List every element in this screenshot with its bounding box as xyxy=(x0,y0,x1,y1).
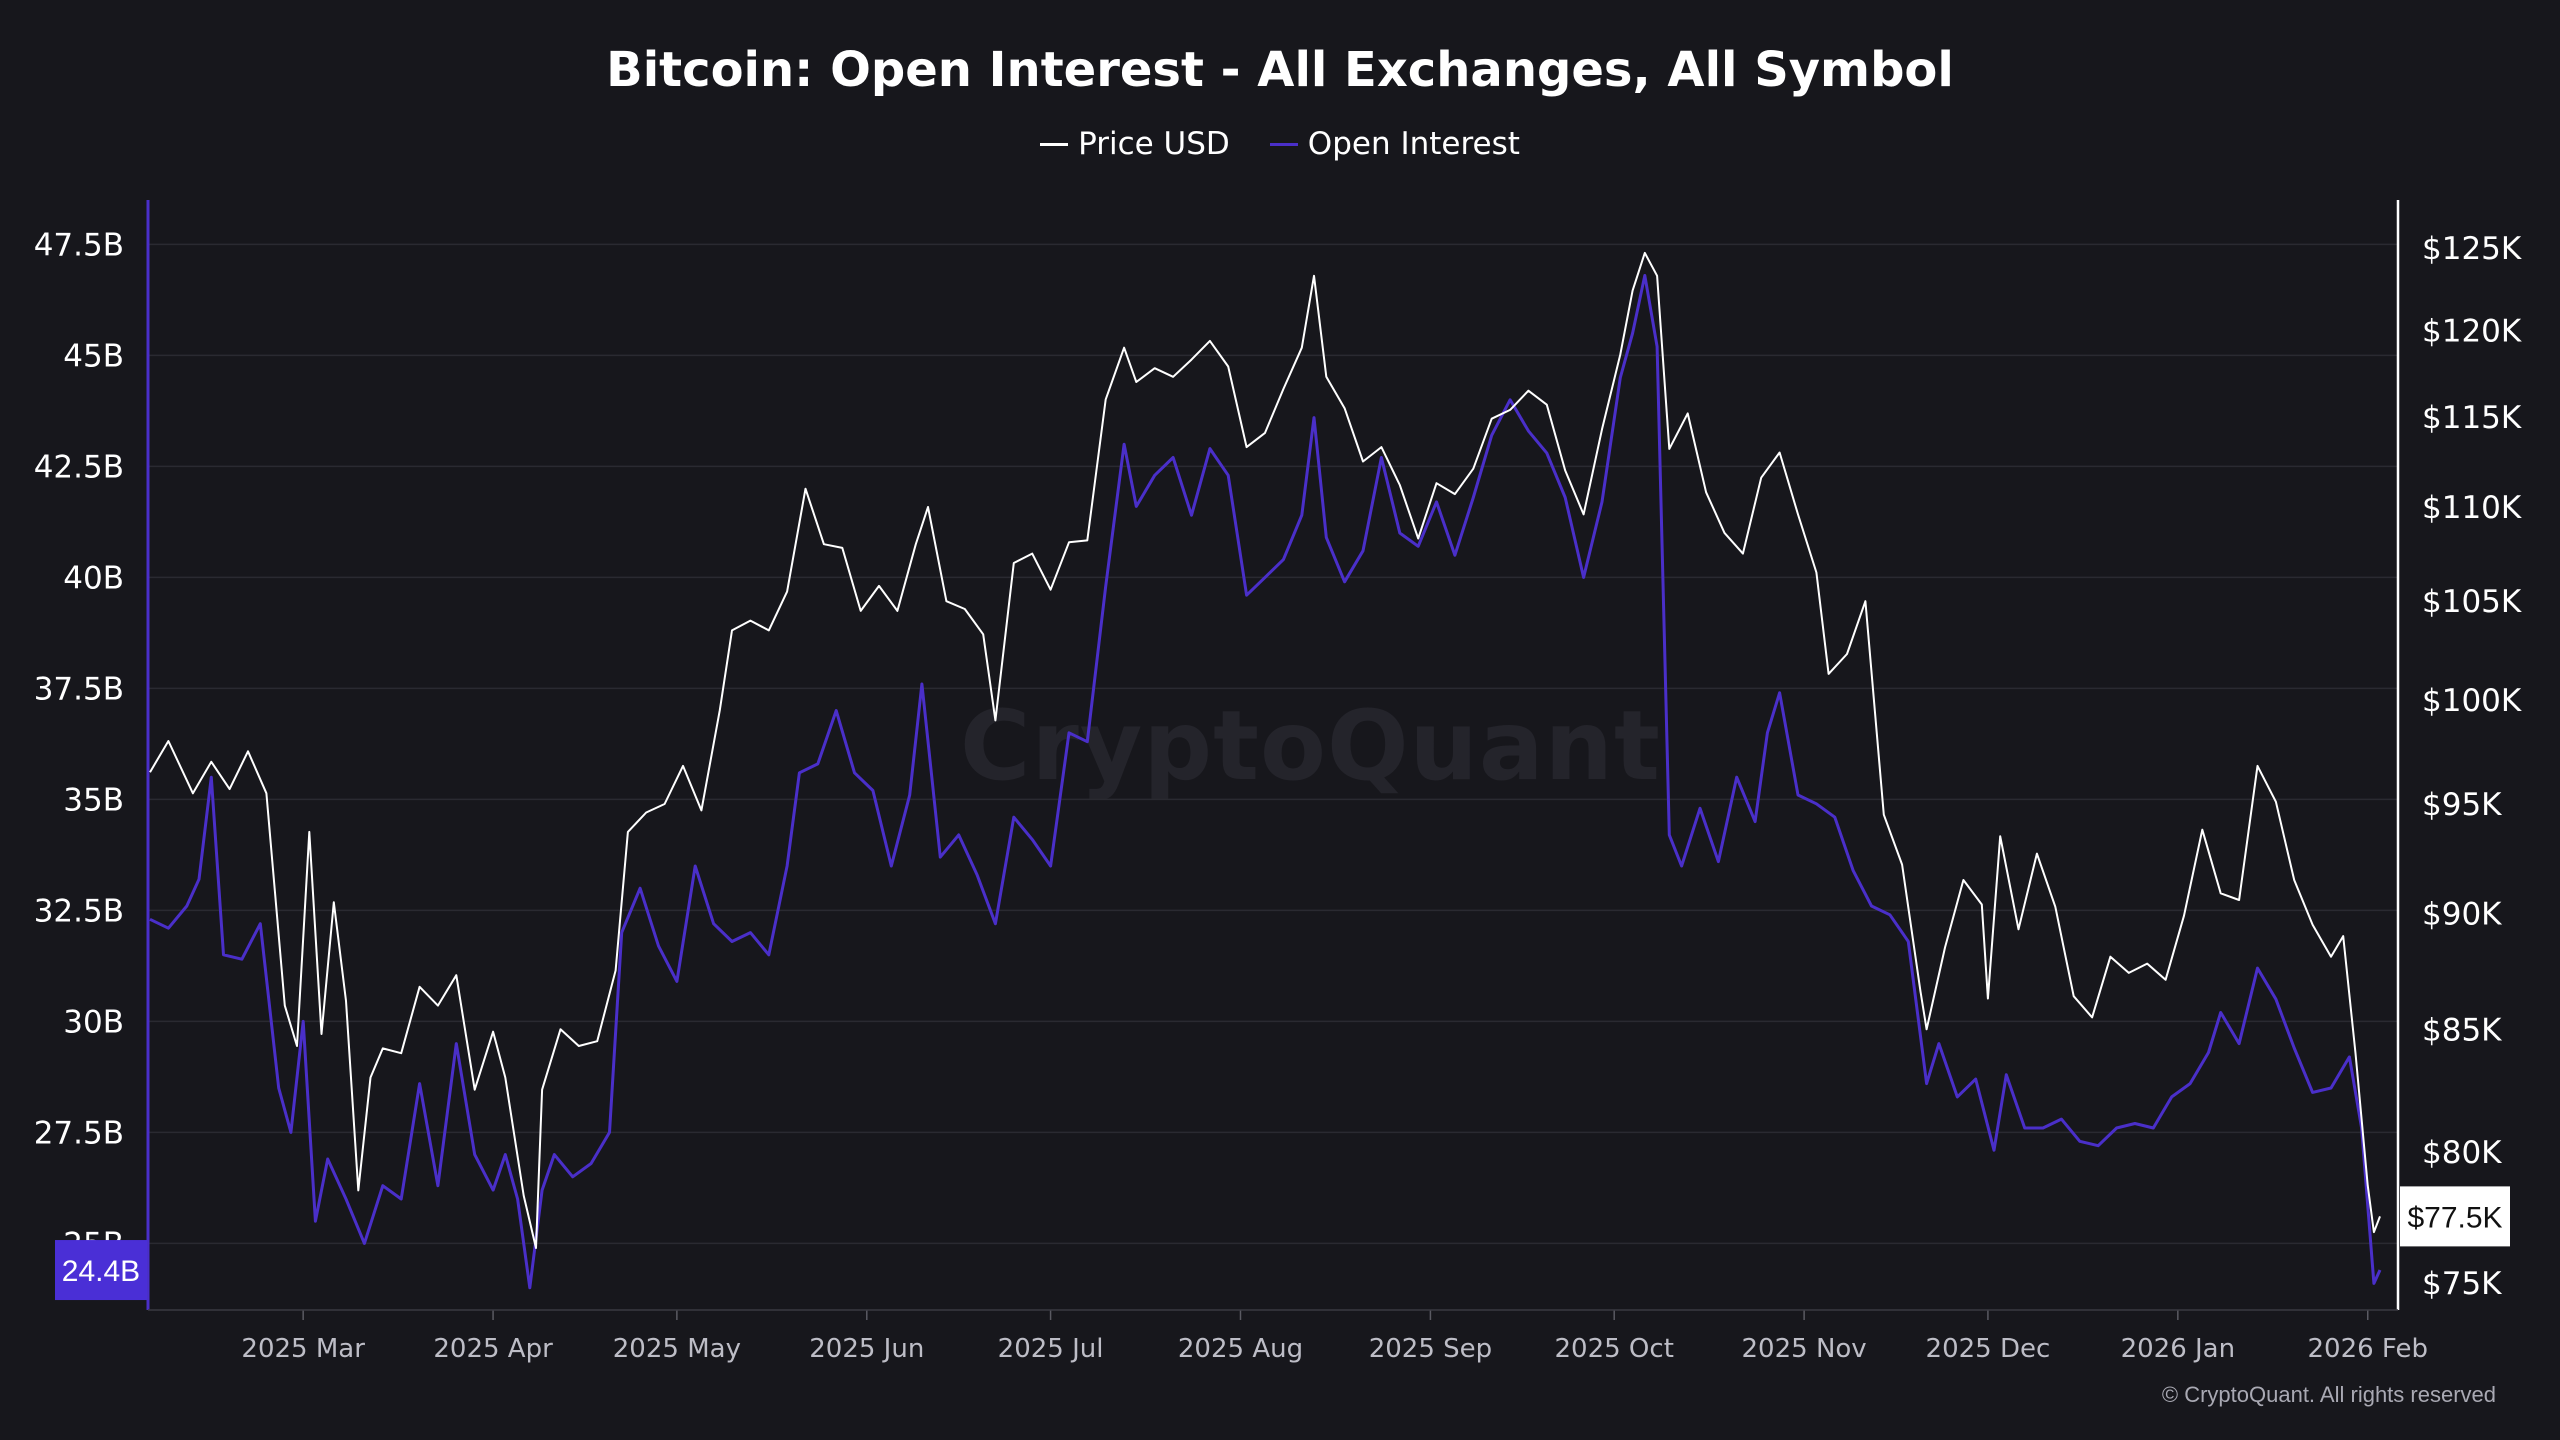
series-line-open-interest xyxy=(149,274,2382,1290)
y-left-tick-label: 40B xyxy=(63,560,124,596)
y-left-tick-label: 30B xyxy=(63,1004,124,1040)
legend-label-price: Price USD xyxy=(1078,126,1230,162)
x-tick-label: 2025 Mar xyxy=(241,1334,365,1364)
y-right-tick-label: $125K xyxy=(2422,231,2522,267)
y-right-tick-label: $110K xyxy=(2422,490,2522,526)
y-right-tick-label: $120K xyxy=(2422,314,2522,350)
current-price-label: $77.5K xyxy=(2407,1201,2502,1234)
legend-item-price[interactable]: Price USD xyxy=(1040,126,1230,162)
axis-labels: 25B27.5B30B32.5B35B37.5B40B42.5B45B47.5B… xyxy=(34,227,2522,1364)
x-tick-label: 2026 Feb xyxy=(2308,1334,2428,1364)
x-tick-label: 2025 Jun xyxy=(809,1334,924,1364)
x-tick-label: 2025 Aug xyxy=(1178,1334,1303,1364)
chart-title: Bitcoin: Open Interest - All Exchanges, … xyxy=(606,42,1954,98)
y-left-tick-label: 35B xyxy=(63,782,124,818)
watermark: CryptoQuant xyxy=(960,690,1661,802)
axes xyxy=(146,200,2400,1320)
y-left-tick-label: 47.5B xyxy=(34,227,124,263)
legend-item-open-interest[interactable]: Open Interest xyxy=(1269,126,1520,162)
chart-legend: Price USD Open Interest xyxy=(0,126,2560,162)
current-price-badge xyxy=(2400,1186,2510,1247)
y-right-tick-label: $75K xyxy=(2422,1266,2502,1302)
y-left-tick-label: 42.5B xyxy=(34,449,124,485)
y-right-tick-label: $100K xyxy=(2422,683,2522,719)
grid-lines xyxy=(148,243,2398,1245)
y-right-tick-label: $85K xyxy=(2422,1012,2502,1048)
series-line-price xyxy=(149,251,2381,1249)
legend-label-open-interest: Open Interest xyxy=(1307,126,1520,162)
y-right-tick-label: $95K xyxy=(2422,787,2502,823)
y-left-tick-label: 45B xyxy=(63,338,124,374)
series-layer xyxy=(149,251,2382,1290)
copyright-text: © CryptoQuant. All rights reserved xyxy=(2161,1382,2496,1407)
x-tick-label: 2025 Apr xyxy=(433,1334,553,1364)
legend-swatch-price xyxy=(1040,142,1069,146)
y-left-tick-label: 27.5B xyxy=(34,1115,124,1151)
x-tick-label: 2026 Jan xyxy=(2121,1334,2236,1364)
y-left-tick-label: 32.5B xyxy=(34,893,124,929)
y-left-tick-label: 37.5B xyxy=(34,671,124,707)
x-tick-label: 2025 Jul xyxy=(998,1334,1104,1364)
x-tick-label: 2025 Nov xyxy=(1742,1334,1867,1364)
x-tick-label: 2025 Sep xyxy=(1369,1334,1492,1364)
x-tick-label: 2025 Dec xyxy=(1926,1334,2051,1364)
x-tick-label: 2025 Oct xyxy=(1555,1334,1674,1364)
current-oi-badge xyxy=(55,1240,147,1301)
legend-swatch-open-interest xyxy=(1269,142,1298,146)
y-right-tick-label: $115K xyxy=(2422,400,2522,436)
y-right-tick-label: $90K xyxy=(2422,896,2502,932)
x-tick-label: 2025 May xyxy=(613,1334,741,1364)
y-right-tick-label: $105K xyxy=(2422,584,2522,620)
y-right-tick-label: $80K xyxy=(2422,1135,2502,1171)
current-oi-label: 24.4B xyxy=(62,1255,140,1288)
